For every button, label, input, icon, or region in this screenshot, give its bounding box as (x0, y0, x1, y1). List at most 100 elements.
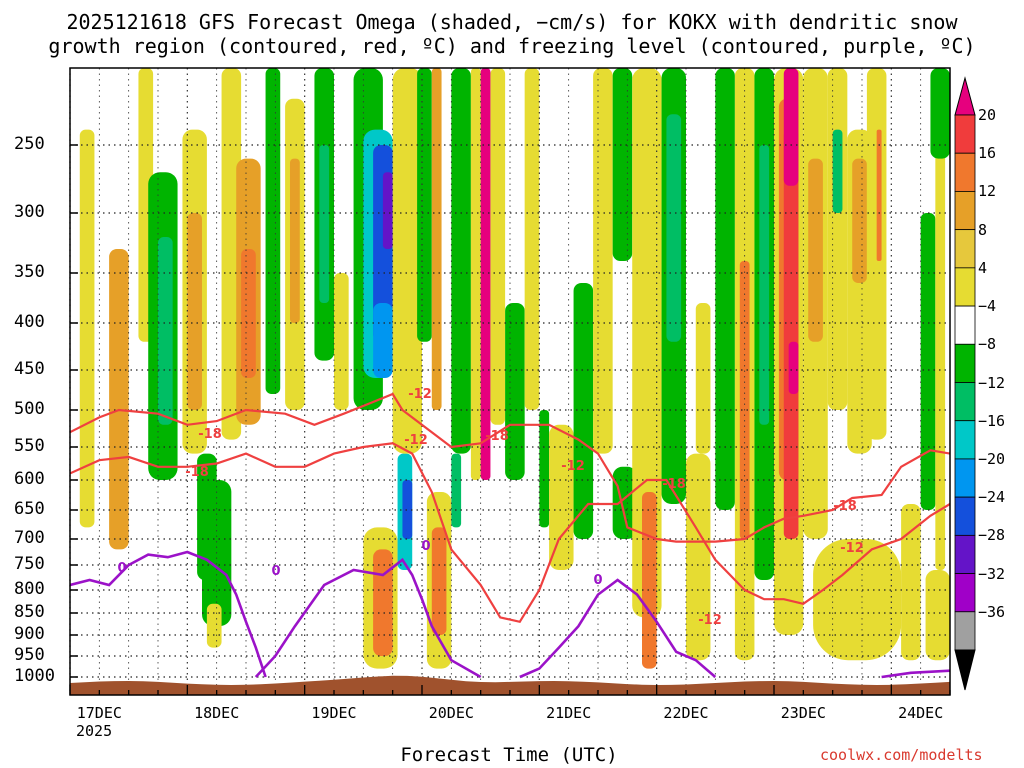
omega-patch (524, 68, 540, 410)
colorbar (954, 76, 976, 691)
x-tick-label: 17DEC (76, 704, 122, 722)
dgz-contour-label: -18 (198, 427, 222, 442)
omega-patch (290, 158, 300, 323)
colorbar-label: −36 (978, 602, 1006, 621)
y-tick-label: 950 (14, 645, 45, 665)
omega-patch (813, 539, 902, 661)
omega-patch (206, 603, 222, 648)
dgz-contour (70, 392, 950, 543)
omega-patch (852, 158, 867, 283)
y-tick-label: 250 (14, 134, 45, 154)
omega-patch (666, 114, 682, 342)
y-tick-label: 450 (14, 359, 45, 379)
omega-patch (539, 410, 550, 528)
colorbar-swatch (954, 611, 976, 651)
colorbar-label: −20 (978, 449, 1006, 468)
colorbar-swatch (954, 573, 976, 613)
omega-patch (490, 68, 506, 425)
omega-patch (901, 504, 921, 661)
colorbar-swatch (954, 382, 976, 422)
omega-patch (788, 341, 799, 394)
y-tick-label: 650 (14, 499, 45, 519)
colorbar-label: −28 (978, 526, 1006, 545)
dgz-contour-lines (70, 392, 950, 624)
dgz-contour-label: -18 (833, 499, 857, 514)
omega-patch (739, 261, 750, 539)
omega-patch (808, 158, 823, 342)
omega-patch (431, 527, 447, 635)
dgz-contour-label: -18 (185, 465, 209, 480)
colorbar-swatch (954, 496, 976, 536)
omega-patch (935, 145, 946, 570)
colorbar-swatch (954, 267, 976, 307)
omega-patch (109, 249, 129, 550)
freezing-contour (70, 550, 267, 678)
colorbar-swatch (954, 152, 976, 192)
omega-patch (925, 570, 950, 661)
colorbar-swatch (954, 343, 976, 383)
freezing-contour (881, 669, 950, 679)
x-axis-year-label: 2025 (76, 722, 113, 740)
freezing-contour (254, 557, 482, 679)
colorbar-swatch (954, 534, 976, 574)
colorbar-swatch (954, 458, 976, 498)
chart-title-line-2: growth region (contoured, red, ºC) and f… (48, 34, 976, 58)
omega-patch (612, 466, 638, 539)
y-tick-label: 350 (14, 262, 45, 282)
y-tick-label: 900 (14, 624, 45, 644)
colorbar-swatch (954, 420, 976, 460)
chart-title-line-1: 2025121618 GFS Forecast Omega (shaded, −… (66, 10, 958, 34)
omega-patch (241, 249, 256, 378)
omega-patch (920, 213, 936, 510)
terrain (70, 675, 950, 695)
colorbar-bottom-arrow (954, 649, 976, 691)
omega-patch (373, 549, 393, 656)
freezing-contour-label: 0 (271, 564, 280, 579)
y-tick-label: 750 (14, 554, 45, 574)
source-watermark[interactable]: coolwx.com/modelts (820, 746, 983, 764)
x-tick-label: 18DEC (194, 704, 240, 722)
omega-patch (158, 237, 173, 425)
colorbar-label: 12 (978, 182, 997, 201)
colorbar-swatch (954, 229, 976, 269)
y-tick-label: 800 (14, 579, 45, 599)
omega-patch (431, 68, 442, 410)
omega-patch (612, 68, 633, 261)
omega-patch (334, 273, 349, 410)
x-axis-title: Forecast Time (UTC) (400, 744, 618, 766)
omega-patch (382, 172, 393, 249)
omega-patch (686, 453, 711, 661)
colorbar-label: −32 (978, 564, 1006, 583)
omega-patch (265, 68, 281, 394)
omega-patch (593, 68, 613, 454)
freezing-contour (519, 578, 717, 679)
x-tick-label: 23DEC (780, 704, 826, 722)
dgz-contour-label: -12 (404, 433, 428, 448)
omega-shaded-field (79, 68, 950, 669)
omega-patch (827, 68, 848, 410)
dgz-contour (70, 442, 950, 624)
y-tick-label: 1000 (14, 666, 55, 686)
colorbar-label: −24 (978, 488, 1006, 507)
omega-patch (759, 145, 770, 425)
omega-patch (392, 68, 422, 454)
omega-patch (505, 303, 525, 480)
dgz-contour-label: -18 (485, 429, 509, 444)
omega-patch (451, 453, 462, 528)
omega-patch (715, 68, 735, 510)
colorbar-label: −4 (978, 297, 997, 316)
colorbar-label: 8 (978, 220, 988, 239)
freezing-contour-label: 0 (421, 539, 430, 554)
dgz-contour-label: -18 (662, 477, 686, 492)
x-tick-label: 20DEC (428, 704, 474, 722)
omega-patch (783, 68, 799, 186)
dgz-contour-label: -12 (408, 387, 432, 402)
omega-patch (549, 424, 574, 570)
y-tick-label: 300 (14, 202, 45, 222)
colorbar-top-arrow (954, 76, 976, 116)
y-tick-label: 700 (14, 528, 45, 548)
omega-patch (451, 68, 471, 454)
y-tick-label: 850 (14, 602, 45, 622)
y-tick-label: 550 (14, 436, 45, 456)
omega-patch (832, 129, 843, 213)
